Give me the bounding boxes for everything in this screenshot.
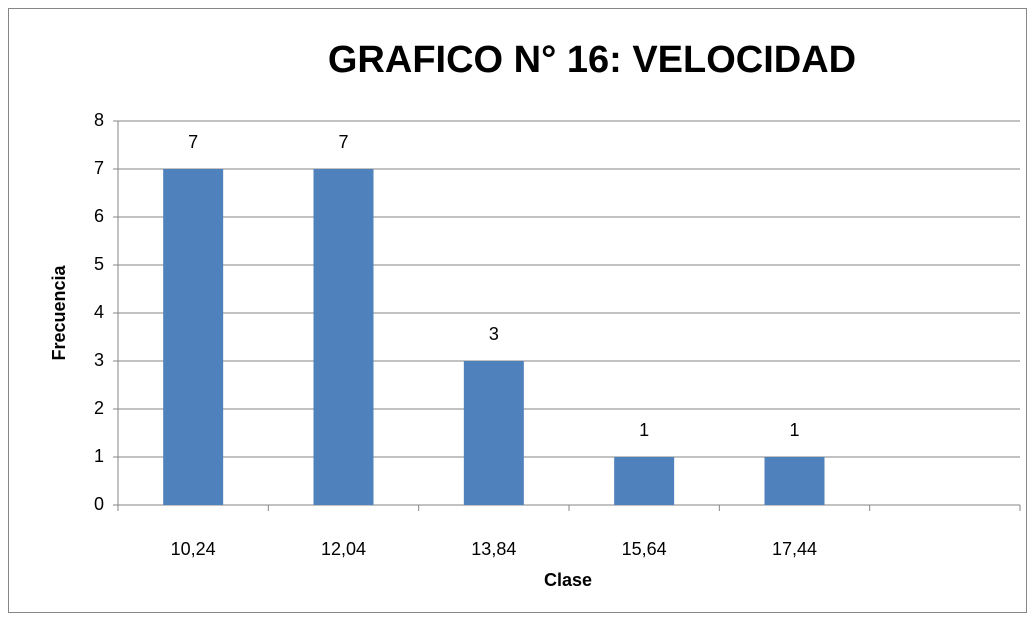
y-tick-label: 0 [94, 494, 104, 514]
x-axis-label: Clase [544, 570, 592, 590]
x-tick-label: 15,64 [622, 539, 667, 559]
data-label: 1 [639, 420, 649, 440]
y-tick-label: 6 [94, 206, 104, 226]
data-label: 7 [188, 132, 198, 152]
y-axis-label: Frecuencia [49, 264, 69, 360]
chart-border [8, 8, 1027, 613]
data-label: 3 [489, 324, 499, 344]
y-tick-label: 1 [94, 446, 104, 466]
data-label: 7 [338, 132, 348, 152]
bar [614, 457, 675, 505]
bar [463, 361, 524, 505]
bar [764, 457, 825, 505]
bar [163, 169, 224, 505]
chart-title: GRAFICO N° 16: VELOCIDAD [328, 39, 856, 81]
y-tick-label: 5 [94, 254, 104, 274]
y-tick-label: 8 [94, 110, 104, 130]
x-tick-label: 12,04 [321, 539, 366, 559]
data-label: 1 [789, 420, 799, 440]
y-tick-label: 3 [94, 350, 104, 370]
x-tick-label: 10,24 [171, 539, 216, 559]
y-tick-label: 2 [94, 398, 104, 418]
x-tick-label: 17,44 [772, 539, 817, 559]
y-tick-label: 7 [94, 158, 104, 178]
x-tick-label: 13,84 [471, 539, 516, 559]
bar [313, 169, 374, 505]
y-tick-label: 4 [94, 302, 104, 322]
